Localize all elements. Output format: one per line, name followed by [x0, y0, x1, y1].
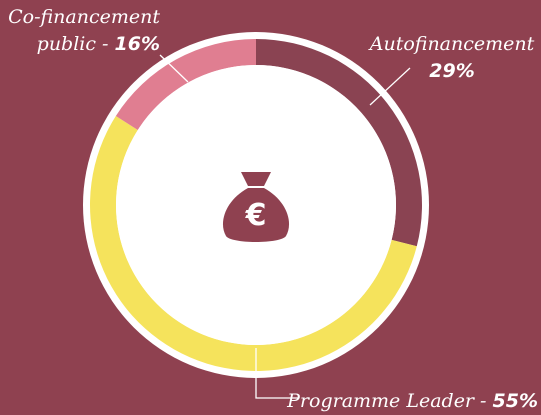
- label-programme-leader: Programme Leader55%: [280, 388, 538, 415]
- category-label: Autofinancement: [369, 33, 535, 55]
- donut-segment: [115, 39, 256, 130]
- category-label: Programme Leader: [287, 390, 492, 412]
- money-bag-icon: €: [222, 172, 290, 242]
- label-autofinancement: Autofinancement 29%: [362, 31, 541, 85]
- value-label: 55%: [492, 390, 538, 412]
- label-co-financement: Co-financement public16%: [0, 4, 160, 58]
- leader-lines: [159, 54, 411, 399]
- arcs: [89, 39, 422, 372]
- donut-segment: [89, 116, 417, 372]
- value-label: 16%: [114, 33, 160, 55]
- value-label: 29%: [429, 60, 475, 82]
- donut-segment: [256, 39, 422, 247]
- svg-text:€: €: [245, 198, 267, 233]
